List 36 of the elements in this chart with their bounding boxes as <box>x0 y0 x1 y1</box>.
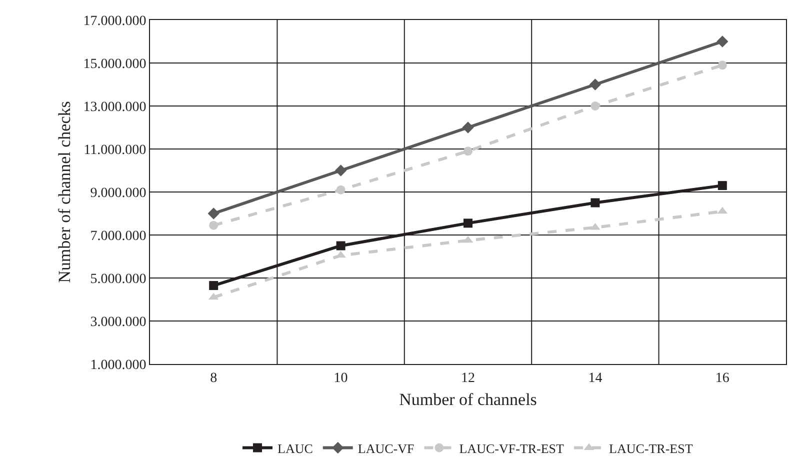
point <box>336 185 346 194</box>
y-tick-label: 3.000.000 <box>90 314 146 330</box>
y-axis-title: Number of channel checks <box>54 101 74 283</box>
point <box>462 122 474 134</box>
y-tick-label: 7.000.000 <box>90 228 146 244</box>
y-tick-label: 17.000.000 <box>83 14 146 29</box>
x-axis-title: Number of channels <box>399 390 537 410</box>
point <box>716 36 728 48</box>
y-tick-label: 15.000.000 <box>83 56 146 72</box>
x-tick-label: 12 <box>461 370 475 386</box>
point <box>209 220 218 230</box>
y-tick-label: 5.000.000 <box>90 272 146 287</box>
point <box>590 222 600 230</box>
x-tick-label: 8 <box>210 370 218 386</box>
point <box>208 208 220 220</box>
y-tick-label: 13.000.000 <box>83 100 146 115</box>
y-tick-label: 9.000.000 <box>90 186 146 201</box>
point <box>589 78 602 90</box>
point <box>590 198 600 208</box>
legend-label: LAUC-VF <box>358 440 414 456</box>
point <box>464 146 472 156</box>
x-tick-label: 16 <box>715 370 730 386</box>
y-tick-label: 11.000.000 <box>84 142 146 158</box>
point <box>464 218 472 228</box>
legend-label: LAUC-TR-EST <box>609 440 693 456</box>
legend-label: LAUC-VF-TR-EST <box>459 440 564 456</box>
point <box>209 281 218 290</box>
y-tick-label: 1.000.000 <box>90 358 146 373</box>
legend-label: LAUC <box>278 440 313 456</box>
x-tick-label: 14 <box>588 370 602 386</box>
point <box>336 241 346 250</box>
x-tick-label: 10 <box>334 370 348 386</box>
point <box>334 164 347 176</box>
point <box>718 60 727 70</box>
point <box>718 181 727 190</box>
point <box>590 102 600 110</box>
